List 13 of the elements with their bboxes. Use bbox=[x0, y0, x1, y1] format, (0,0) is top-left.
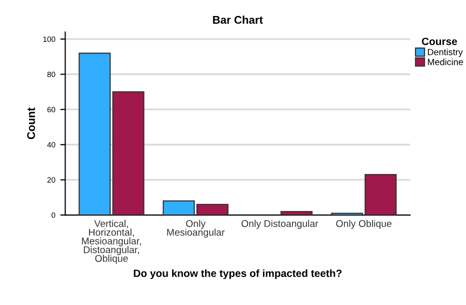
x-axis-title: Do you know the types of impacted teeth? bbox=[134, 269, 342, 280]
x-tick-label: Vertical, Horizontal, Mesioangular, Distoangular, Oblique bbox=[82, 220, 141, 264]
bar bbox=[280, 210, 313, 216]
legend-label: Dentistry bbox=[428, 48, 463, 58]
bar bbox=[78, 52, 111, 216]
x-tick-label: Only Mesioangular bbox=[167, 220, 225, 238]
bar bbox=[112, 91, 144, 216]
legend-label: Medicine bbox=[428, 58, 463, 66]
x-tick-label: Only Oblique bbox=[336, 220, 392, 229]
legend-title: Course bbox=[422, 38, 458, 46]
y-axis-title: Count bbox=[27, 108, 36, 140]
x-tick-label: Only Distoangular bbox=[242, 220, 318, 229]
chart-title: Bar Chart bbox=[213, 16, 263, 24]
